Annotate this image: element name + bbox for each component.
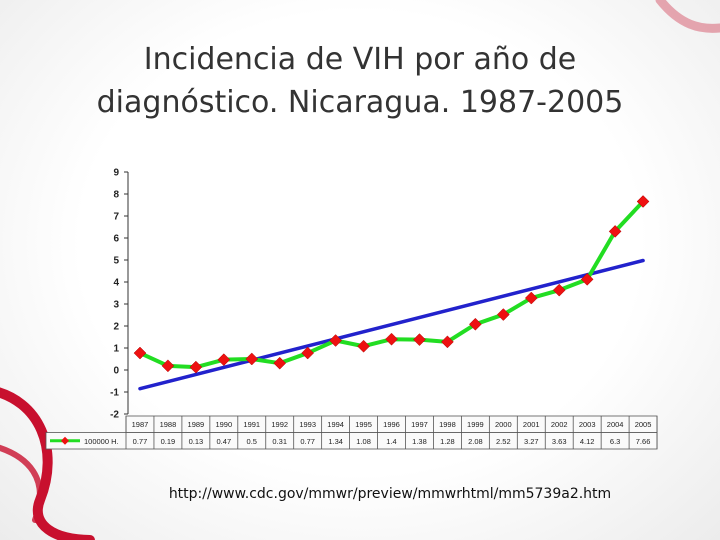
data-point-1989 — [189, 360, 203, 374]
data-label-2002: 3.63 — [552, 437, 567, 446]
data-label-2001: 3.27 — [524, 437, 539, 446]
y-tick-label: 8 — [113, 190, 119, 201]
title-line-2: diagnóstico. Nicaragua. 1987-2005 — [96, 85, 624, 120]
y-tick-label: 1 — [113, 344, 119, 355]
data-label-1990: 0.47 — [217, 437, 232, 446]
y-tick-label: 4 — [113, 278, 119, 289]
x-tick-label-2004: 2004 — [607, 420, 624, 429]
data-label-1995: 1.08 — [356, 437, 371, 446]
data-label-1998: 1.28 — [440, 437, 455, 446]
x-tick-label-1990: 1990 — [215, 420, 232, 429]
data-point-1990 — [217, 353, 231, 367]
data-point-1987 — [133, 346, 147, 360]
data-label-1994: 1.34 — [328, 437, 343, 446]
data-label-1997: 1.38 — [412, 437, 427, 446]
data-point-2003 — [580, 273, 594, 286]
x-tick-label-1993: 1993 — [299, 420, 316, 429]
y-tick-label: 0 — [113, 366, 119, 377]
data-point-1997 — [413, 333, 426, 346]
legend-marker-key — [61, 436, 69, 445]
x-tick-label-2005: 2005 — [635, 420, 652, 429]
data-point-2001 — [524, 291, 538, 305]
x-tick-label-1994: 1994 — [327, 420, 344, 429]
data-point-1993 — [301, 346, 315, 360]
source-url[interactable]: http://www.cdc.gov/mmwr/preview/mmwrhtml… — [168, 486, 612, 502]
data-point-1996 — [385, 332, 398, 346]
data-point-1992 — [273, 356, 287, 370]
data-label-1989: 0.13 — [189, 437, 204, 446]
x-tick-label-1987: 1987 — [132, 420, 149, 429]
slide-title: Incidencia de VIH por año de diagnóstico… — [60, 38, 660, 124]
data-point-2000 — [496, 308, 510, 321]
y-tick-label: 3 — [113, 300, 119, 311]
data-point-1998 — [441, 335, 454, 349]
awareness-ribbon-top-right — [655, 0, 720, 33]
x-tick-label-2002: 2002 — [551, 420, 568, 429]
data-point-1991 — [245, 352, 259, 366]
data-label-1993: 0.77 — [300, 437, 315, 446]
x-tick-label-1991: 1991 — [243, 420, 260, 429]
data-point-2005 — [636, 195, 650, 208]
x-tick-label-1988: 1988 — [160, 420, 177, 429]
y-tick-label: 2 — [113, 322, 119, 333]
data-label-1988: 0.19 — [161, 437, 176, 446]
title-line-1: Incidencia de VIH por año de — [143, 42, 577, 77]
data-label-2000: 2.52 — [496, 437, 511, 446]
data-label-2005: 7.66 — [636, 437, 651, 446]
x-tick-label-1989: 1989 — [188, 420, 205, 429]
data-label-2003: 4.12 — [580, 437, 595, 446]
data-label-1987: 0.77 — [133, 437, 148, 446]
x-tick-label-2001: 2001 — [523, 420, 540, 429]
y-tick-label: 7 — [113, 212, 119, 223]
data-point-2002 — [552, 283, 566, 297]
x-tick-label-2000: 2000 — [495, 420, 512, 429]
legend-series-name: 100000 H. — [84, 437, 119, 446]
x-tick-label-1992: 1992 — [271, 420, 288, 429]
data-point-1999 — [469, 317, 482, 331]
y-tick-label: 5 — [113, 256, 119, 267]
y-tick-label: -2 — [110, 410, 119, 421]
y-tick-label: 9 — [113, 168, 119, 179]
x-tick-label-1996: 1996 — [383, 420, 400, 429]
data-label-1991: 0.5 — [247, 437, 257, 446]
data-point-2004 — [608, 225, 622, 238]
x-tick-label-1995: 1995 — [355, 420, 372, 429]
y-tick-label: -1 — [110, 388, 119, 399]
data-label-1996: 1.4 — [386, 437, 396, 446]
x-tick-label-1998: 1998 — [439, 420, 456, 429]
data-point-1988 — [161, 359, 175, 373]
data-point-1994 — [329, 334, 342, 347]
x-tick-label-2003: 2003 — [579, 420, 596, 429]
y-tick-label: 6 — [113, 234, 119, 245]
data-label-1999: 2.08 — [468, 437, 483, 446]
x-tick-label-1999: 1999 — [467, 420, 484, 429]
awareness-ribbon-bottom-left — [0, 387, 95, 540]
x-tick-label-1997: 1997 — [411, 420, 428, 429]
data-label-1992: 0.31 — [272, 437, 287, 446]
data-point-1995 — [357, 339, 370, 353]
trendline — [138, 258, 645, 391]
data-label-2004: 6.3 — [610, 437, 620, 446]
